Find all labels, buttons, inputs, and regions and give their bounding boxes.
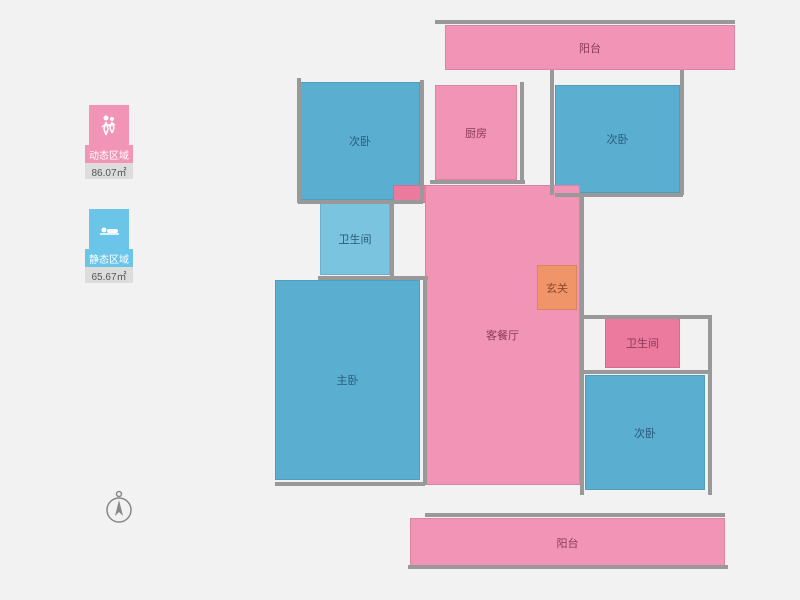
sleep-icon [89, 209, 129, 249]
wall [390, 203, 394, 278]
room-living: 客餐厅 [425, 185, 580, 485]
legend-static-value: 65.67㎡ [85, 267, 133, 283]
wall [318, 276, 428, 280]
room-kitchen: 厨房 [435, 85, 517, 180]
floorplan: 阳台次卧厨房次卧卫生间玄关客餐厅卫生间主卧次卧阳台玄关 [275, 20, 745, 590]
wall [435, 20, 735, 24]
room-bedroom-br: 次卧 [585, 375, 705, 490]
room-bedroom-tr: 次卧 [555, 85, 680, 193]
wall [708, 315, 712, 495]
room-balcony-bottom: 阳台 [410, 518, 725, 568]
wall [423, 280, 427, 485]
wall [555, 193, 683, 197]
wall [430, 180, 525, 184]
wall [580, 195, 584, 495]
wall [408, 565, 728, 569]
legend-static-label: 静态区域 [85, 249, 133, 267]
room-master: 主卧 [275, 280, 420, 480]
legend-dynamic: 动态区域 86.07㎡ [85, 105, 133, 179]
room-bathroom-r: 卫生间 [605, 318, 680, 368]
wall [580, 315, 710, 319]
wall [580, 370, 708, 374]
wall [275, 482, 425, 486]
wall [520, 82, 524, 182]
room-balcony-top: 阳台 [445, 25, 735, 70]
compass-icon [102, 490, 136, 524]
room-bathroom-l: 卫生间 [320, 203, 390, 275]
legend-panel: 动态区域 86.07㎡ 静态区域 65.67㎡ [85, 105, 133, 313]
legend-dynamic-value: 86.07㎡ [85, 163, 133, 179]
wall [550, 70, 554, 195]
wall [425, 513, 725, 517]
wall [420, 80, 424, 200]
legend-dynamic-label: 动态区域 [85, 145, 133, 163]
room-entrance-overlay: 玄关 [537, 265, 577, 310]
wall [680, 70, 684, 195]
wall [298, 200, 423, 204]
people-icon [89, 105, 129, 145]
wall [297, 78, 301, 203]
legend-static: 静态区域 65.67㎡ [85, 209, 133, 283]
room-bedroom-tl: 次卧 [300, 82, 420, 200]
